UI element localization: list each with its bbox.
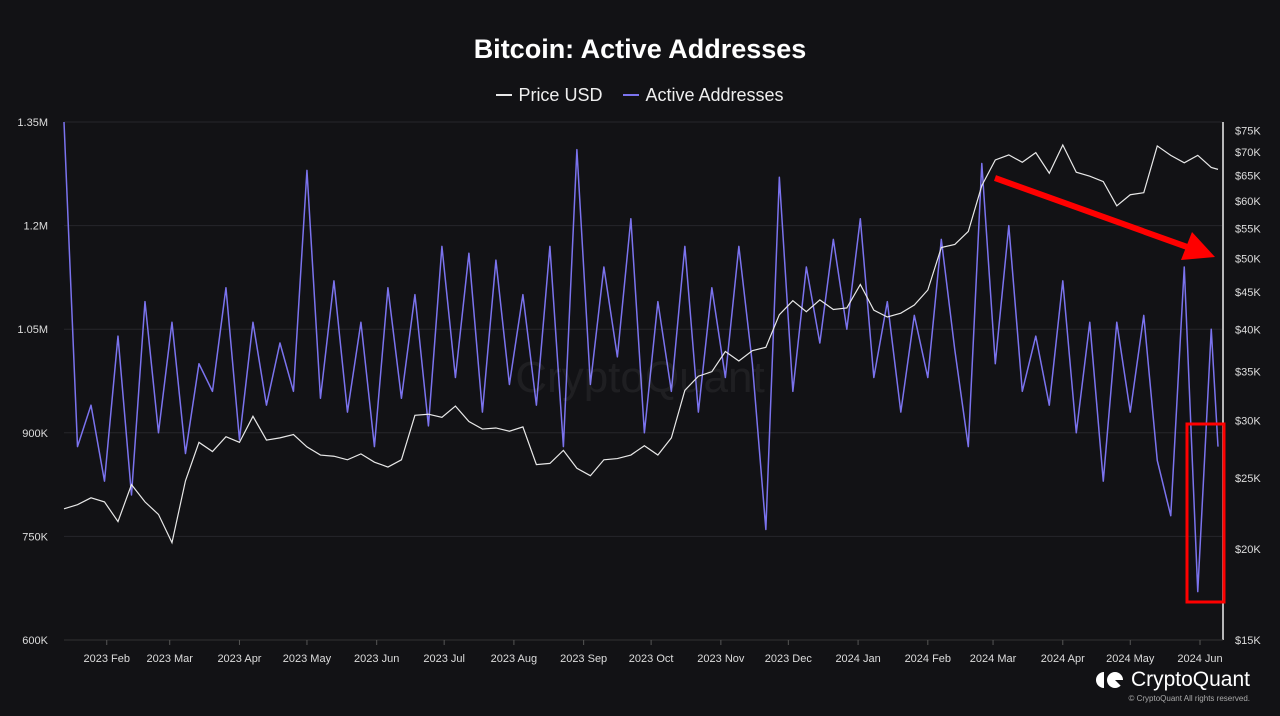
- annotation-arrow-shaft: [993, 175, 1192, 251]
- left-tick-label: 1.35M: [17, 117, 48, 129]
- x-tick-label: 2023 Dec: [765, 653, 813, 665]
- x-tick-label: 2024 Feb: [905, 653, 951, 665]
- x-tick-label: 2024 Jun: [1177, 653, 1222, 665]
- right-tick-label: $40K: [1235, 324, 1261, 336]
- right-tick-label: $55K: [1235, 224, 1261, 236]
- legend-item-price[interactable]: Price USD: [496, 85, 602, 106]
- cryptoquant-logo-icon: [1095, 672, 1123, 688]
- legend: Price USD Active Addresses: [0, 80, 1280, 106]
- right-tick-label: $25K: [1235, 473, 1261, 485]
- left-tick-label: 600K: [22, 635, 48, 647]
- brand-logo: CryptoQuant: [1095, 668, 1250, 692]
- copyright: © CryptoQuant All rights reserved.: [1128, 694, 1251, 703]
- right-tick-label: $65K: [1235, 171, 1261, 183]
- annotation-highlight-box: [1185, 422, 1226, 604]
- right-tick-label: $35K: [1235, 367, 1261, 379]
- x-tick-label: 2024 Jan: [835, 653, 880, 665]
- x-tick-label: 2023 Nov: [697, 653, 745, 665]
- legend-item-active-addresses[interactable]: Active Addresses: [623, 84, 784, 106]
- annotation-arrow-head: [1181, 232, 1215, 260]
- left-tick-label: 750K: [22, 531, 48, 543]
- active-addresses-line: [63, 121, 1219, 593]
- legend-label-price: Price USD: [518, 84, 603, 105]
- right-tick-label: $60K: [1235, 196, 1261, 208]
- legend-label-active-addresses: Active Addresses: [645, 84, 784, 105]
- left-tick-label: 1.2M: [24, 221, 48, 233]
- x-tick-label: 2024 Apr: [1041, 653, 1085, 665]
- legend-swatch-active-addresses: [623, 94, 640, 96]
- x-tick-label: 2023 Feb: [83, 653, 129, 665]
- right-tick-label: $30K: [1235, 415, 1261, 427]
- x-tick-label: 2023 Mar: [146, 653, 193, 665]
- watermark: CryptoQuant: [515, 353, 764, 402]
- right-tick-label: $70K: [1235, 147, 1261, 159]
- x-tick-label: 2023 Sep: [560, 653, 607, 665]
- left-tick-label: 1.05M: [17, 324, 48, 336]
- x-tick-label: 2023 Aug: [491, 653, 538, 665]
- right-tick-label: $45K: [1235, 287, 1261, 299]
- right-tick-label: $15K: [1235, 635, 1261, 647]
- x-tick-label: 2024 Mar: [970, 653, 1017, 665]
- x-tick-label: 2023 Oct: [629, 653, 674, 665]
- right-tick-label: $50K: [1235, 254, 1261, 266]
- x-tick-label: 2023 Jul: [423, 653, 465, 665]
- x-tick-label: 2024 May: [1106, 653, 1155, 665]
- x-tick-label: 2023 Jun: [354, 653, 399, 665]
- x-tick-label: 2023 May: [283, 653, 332, 665]
- chart-title: Bitcoin: Active Addresses: [473, 34, 807, 64]
- right-tick-label: $20K: [1235, 544, 1261, 556]
- brand-name: CryptoQuant: [1130, 668, 1250, 691]
- left-tick-label: 900K: [22, 428, 48, 440]
- x-tick-label: 2023 Apr: [217, 653, 261, 665]
- legend-swatch-price: [496, 94, 513, 96]
- right-tick-label: $75K: [1235, 125, 1261, 137]
- price-usd-line: [63, 143, 1219, 545]
